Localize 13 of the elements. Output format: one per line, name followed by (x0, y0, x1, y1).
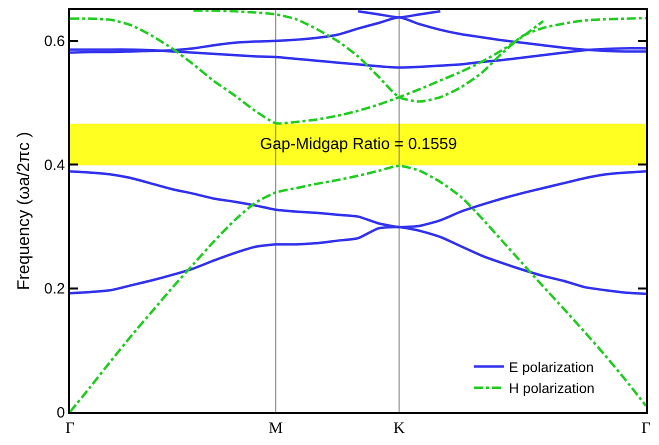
y-tick-label: 0.4 (44, 156, 65, 174)
y-tick-label: 0 (56, 404, 65, 422)
x-tick-label: M (268, 420, 283, 438)
band-label: Gap-Midgap Ratio = 0.1559 (260, 136, 458, 153)
x-tick-label: K (393, 420, 406, 438)
legend-label: E polarization (508, 359, 594, 376)
y-tick-label: 0.2 (44, 280, 65, 298)
x-tick-label: Γ (65, 420, 75, 438)
line-series (70, 164, 646, 412)
y-axis-title: Frequency (ωa/2πc ) (14, 132, 34, 290)
legend-label: H polarization (508, 380, 595, 396)
x-tick-label: Γ (641, 420, 651, 438)
y-tick-label: 0.6 (44, 33, 65, 50)
